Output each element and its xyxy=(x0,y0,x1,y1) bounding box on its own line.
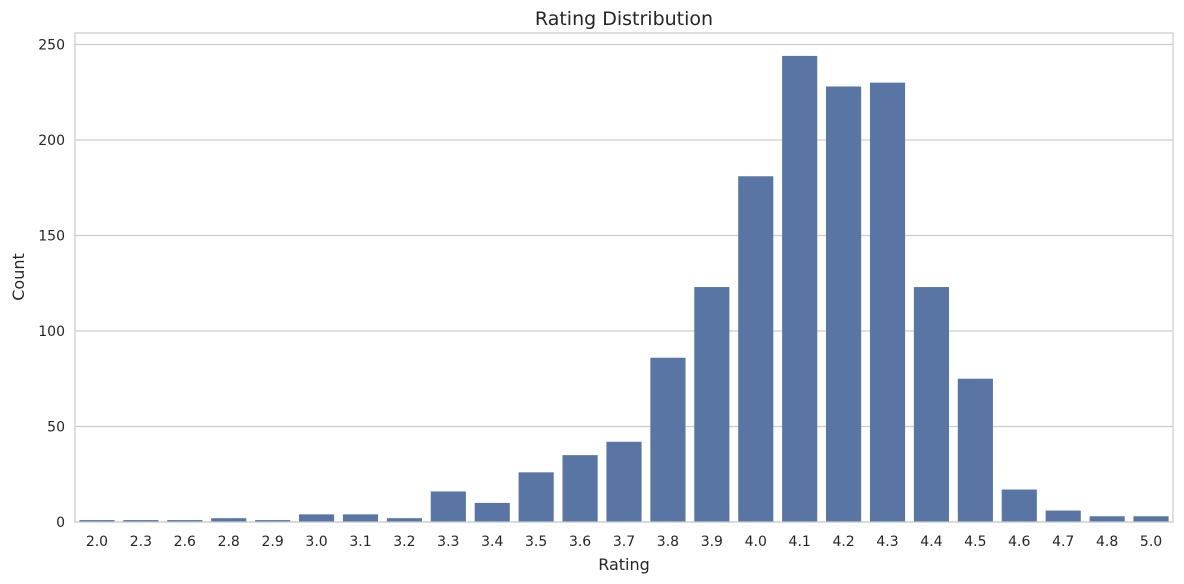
y-tick-label: 250 xyxy=(38,37,65,53)
y-tick-label: 100 xyxy=(38,324,65,340)
x-tick-label: 3.6 xyxy=(569,534,591,550)
x-tick-label: 2.0 xyxy=(86,534,108,550)
x-tick-label: 4.2 xyxy=(832,534,854,550)
bar-3.7 xyxy=(606,441,642,522)
x-tick-label: 4.3 xyxy=(876,534,898,550)
bar-4.2 xyxy=(826,86,862,522)
y-tick-label: 50 xyxy=(47,419,65,435)
bar-3.9 xyxy=(694,287,730,522)
x-tick-label: 3.9 xyxy=(701,534,723,550)
x-tick-label: 3.2 xyxy=(393,534,415,550)
bar-2.8 xyxy=(211,518,247,522)
y-tick-label: 200 xyxy=(38,133,65,149)
bar-4.4 xyxy=(913,287,950,522)
x-tick-label: 4.0 xyxy=(745,534,767,550)
bar-4.3 xyxy=(869,82,906,522)
x-tick-label: 2.8 xyxy=(218,534,240,550)
bar-3.1 xyxy=(342,514,379,522)
x-tick-label: 4.7 xyxy=(1052,534,1074,550)
bar-4.7 xyxy=(1045,510,1081,522)
bars xyxy=(79,55,1169,522)
bar-3.8 xyxy=(650,357,686,522)
x-tick-label: 2.3 xyxy=(130,534,152,550)
y-tick-labels: 0 50 100 150 200 250 xyxy=(38,37,65,531)
bar-3.6 xyxy=(562,455,598,522)
x-tick-label: 3.3 xyxy=(437,534,459,550)
x-tick-label: 3.1 xyxy=(349,534,371,550)
y-tick-label: 0 xyxy=(56,515,65,531)
plot-frame xyxy=(74,32,1174,523)
x-tick-label: 4.1 xyxy=(789,534,811,550)
x-tick-label: 4.4 xyxy=(920,534,942,550)
x-tick-label: 3.0 xyxy=(305,534,327,550)
bar-3.2 xyxy=(386,518,422,522)
bar-3.5 xyxy=(518,472,554,522)
y-tick-label: 150 xyxy=(38,228,65,244)
bar-3.0 xyxy=(298,514,335,522)
x-tick-label: 4.5 xyxy=(964,534,986,550)
y-axis-label: Count xyxy=(9,253,28,301)
x-tick-label: 3.4 xyxy=(481,534,503,550)
x-tick-label: 2.6 xyxy=(174,534,196,550)
bar-2.3 xyxy=(123,520,159,522)
x-tick-label: 4.8 xyxy=(1096,534,1118,550)
x-tick-labels: 2.0 2.3 2.6 2.8 2.9 3.0 3.1 3.2 3.3 3.4 3.5 3.6 3.7 3… xyxy=(86,534,1162,550)
bar-4.8 xyxy=(1089,516,1125,522)
x-tick-label: 3.8 xyxy=(657,534,679,550)
bar-4.0 xyxy=(738,176,774,522)
bar-2.6 xyxy=(167,520,203,522)
x-axis-label: Rating xyxy=(598,555,650,574)
bar-3.4 xyxy=(474,502,510,522)
bar-5.0 xyxy=(1133,516,1169,522)
x-tick-label: 2.9 xyxy=(262,534,284,550)
x-tick-label: 3.7 xyxy=(613,534,635,550)
bar-2.0 xyxy=(79,520,115,522)
bar-4.6 xyxy=(1001,489,1037,522)
bar-4.5 xyxy=(957,378,993,522)
x-tick-label: 3.5 xyxy=(525,534,547,550)
x-tick-label: 4.6 xyxy=(1008,534,1030,550)
bar-4.1 xyxy=(782,55,818,522)
bar-3.3 xyxy=(430,491,466,522)
bar-2.9 xyxy=(255,520,291,522)
x-tick-label: 5.0 xyxy=(1140,534,1162,550)
chart-title: Rating Distribution xyxy=(535,8,713,30)
